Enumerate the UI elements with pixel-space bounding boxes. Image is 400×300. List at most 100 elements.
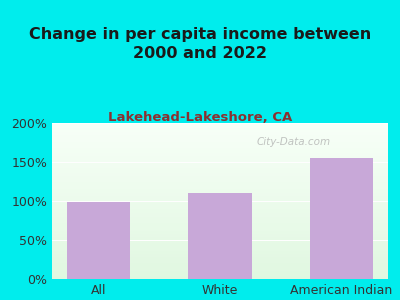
- Bar: [52, 171, 388, 173]
- Bar: [52, 128, 388, 129]
- Bar: [52, 223, 388, 224]
- Bar: [52, 184, 388, 185]
- Bar: [52, 188, 388, 190]
- Bar: [52, 207, 388, 209]
- Bar: [52, 262, 388, 263]
- Bar: [52, 156, 388, 157]
- Bar: [52, 185, 388, 187]
- Bar: [52, 142, 388, 143]
- Bar: [52, 276, 388, 278]
- Bar: [52, 154, 388, 156]
- Bar: [52, 220, 388, 221]
- Bar: [52, 176, 388, 178]
- Bar: [52, 209, 388, 210]
- Text: Lakehead-Lakeshore, CA: Lakehead-Lakeshore, CA: [108, 111, 292, 124]
- Bar: [52, 134, 388, 136]
- Bar: [52, 237, 388, 238]
- Bar: [52, 132, 388, 134]
- Bar: [52, 263, 388, 265]
- Bar: [52, 212, 388, 214]
- Bar: [52, 248, 388, 249]
- Bar: [52, 181, 388, 182]
- Bar: [52, 243, 388, 245]
- Bar: [52, 260, 388, 262]
- Bar: [52, 137, 388, 139]
- Bar: [52, 146, 388, 148]
- Bar: [52, 215, 388, 217]
- Bar: [52, 136, 388, 137]
- Bar: [310, 158, 373, 279]
- Bar: [52, 218, 388, 220]
- Bar: [52, 210, 388, 212]
- Bar: [52, 200, 388, 201]
- Bar: [52, 202, 388, 204]
- Bar: [52, 257, 388, 259]
- Bar: [52, 249, 388, 251]
- Bar: [52, 235, 388, 237]
- Bar: [52, 265, 388, 266]
- Bar: [52, 234, 388, 235]
- Bar: [52, 168, 388, 170]
- Bar: [52, 217, 388, 218]
- Bar: [52, 206, 388, 207]
- Bar: [52, 229, 388, 231]
- Bar: [52, 273, 388, 274]
- Bar: [52, 170, 388, 171]
- Bar: [52, 204, 388, 206]
- Bar: [52, 124, 388, 126]
- Bar: [67, 202, 130, 279]
- Bar: [52, 238, 388, 240]
- Bar: [52, 140, 388, 142]
- Bar: [52, 271, 388, 273]
- Bar: [52, 214, 388, 215]
- Bar: [52, 162, 388, 164]
- Bar: [52, 226, 388, 227]
- Bar: [52, 253, 388, 254]
- Bar: [52, 256, 388, 257]
- Bar: [52, 193, 388, 195]
- Bar: [52, 157, 388, 159]
- Bar: [52, 175, 388, 176]
- Bar: [52, 278, 388, 279]
- Bar: [52, 123, 388, 124]
- Bar: [52, 198, 388, 200]
- Bar: [52, 196, 388, 198]
- Bar: [52, 192, 388, 193]
- Bar: [52, 221, 388, 223]
- Bar: [52, 246, 388, 248]
- Bar: [52, 159, 388, 160]
- Bar: [52, 149, 388, 151]
- Bar: [52, 153, 388, 154]
- Text: Change in per capita income between
2000 and 2022: Change in per capita income between 2000…: [29, 27, 371, 61]
- Bar: [52, 242, 388, 243]
- Text: City-Data.com: City-Data.com: [257, 137, 331, 147]
- Bar: [52, 143, 388, 145]
- Bar: [52, 160, 388, 162]
- Bar: [52, 167, 388, 168]
- Bar: [52, 232, 388, 234]
- Bar: [52, 240, 388, 242]
- Bar: [52, 270, 388, 271]
- Bar: [52, 178, 388, 179]
- Bar: [52, 195, 388, 196]
- Bar: [52, 268, 388, 270]
- Bar: [52, 231, 388, 232]
- Bar: [52, 131, 388, 132]
- Bar: [52, 274, 388, 276]
- Bar: [52, 224, 388, 226]
- Bar: [52, 151, 388, 153]
- Bar: [52, 266, 388, 268]
- Bar: [52, 182, 388, 184]
- Bar: [52, 126, 388, 128]
- Bar: [52, 201, 388, 202]
- Bar: [52, 245, 388, 246]
- Bar: [52, 190, 388, 192]
- Bar: [52, 129, 388, 131]
- Bar: [52, 173, 388, 175]
- Bar: [188, 193, 252, 279]
- Bar: [52, 227, 388, 229]
- Bar: [52, 251, 388, 253]
- Bar: [52, 148, 388, 149]
- Bar: [52, 179, 388, 181]
- Bar: [52, 254, 388, 256]
